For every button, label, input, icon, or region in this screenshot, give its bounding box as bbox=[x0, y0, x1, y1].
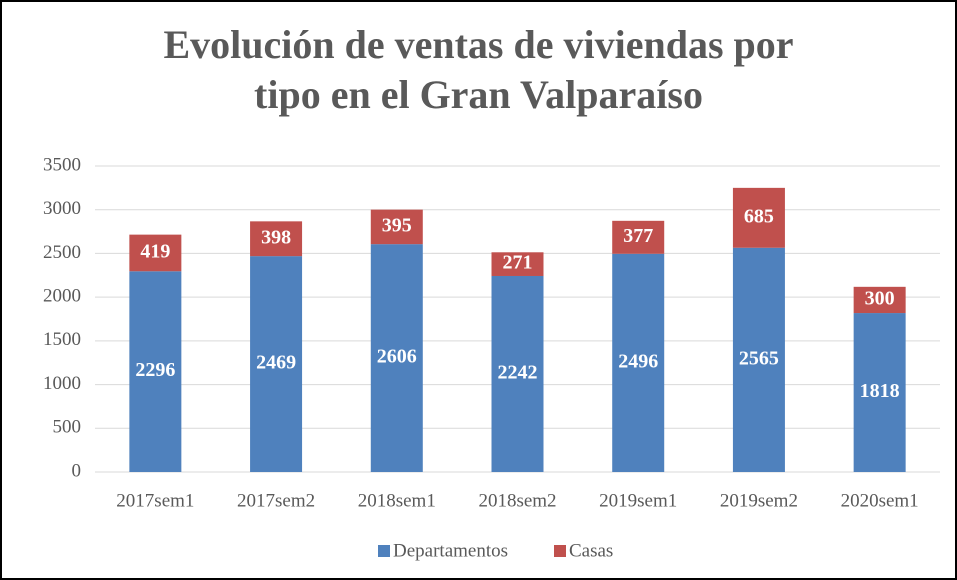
y-tick-label: 2000 bbox=[43, 286, 81, 307]
legend-label: Departamentos bbox=[393, 540, 508, 561]
x-tick-label: 2017sem2 bbox=[237, 490, 315, 511]
x-tick-label: 2018sem2 bbox=[478, 490, 556, 511]
bar-segment bbox=[370, 244, 423, 472]
bar-segment bbox=[612, 253, 665, 472]
data-label: 2496 bbox=[618, 350, 658, 372]
data-label: 300 bbox=[865, 288, 895, 310]
data-label: 685 bbox=[744, 205, 774, 227]
bar-segment bbox=[612, 220, 665, 254]
legend-swatch bbox=[554, 545, 566, 557]
x-tick-label: 2020sem1 bbox=[841, 490, 919, 511]
bar-segment bbox=[370, 209, 423, 245]
y-tick-label: 2500 bbox=[43, 242, 81, 263]
data-label: 395 bbox=[382, 214, 412, 236]
data-label: 419 bbox=[140, 241, 170, 263]
data-label: 271 bbox=[503, 252, 533, 274]
y-tick-label: 0 bbox=[72, 460, 82, 481]
bar-segment bbox=[250, 221, 303, 257]
data-label: 2242 bbox=[498, 362, 538, 384]
data-label: 2565 bbox=[739, 347, 779, 369]
y-tick-label: 1000 bbox=[43, 373, 81, 394]
bar-segment bbox=[853, 313, 906, 472]
data-label: 2296 bbox=[135, 359, 175, 381]
y-tick-label: 500 bbox=[53, 417, 82, 438]
bar-segment bbox=[129, 271, 182, 472]
y-tick-label: 1500 bbox=[43, 329, 81, 350]
y-tick-label: 3500 bbox=[43, 154, 81, 175]
bar-segment bbox=[491, 275, 544, 472]
bar-segment bbox=[250, 256, 303, 472]
y-tick-label: 3000 bbox=[43, 198, 81, 219]
bar-segment bbox=[732, 247, 785, 472]
bar-segment bbox=[853, 286, 906, 314]
x-tick-label: 2017sem1 bbox=[116, 490, 194, 511]
bar-segment bbox=[129, 234, 182, 272]
legend-swatch bbox=[378, 545, 390, 557]
data-label: 377 bbox=[623, 225, 653, 247]
bar-segment bbox=[491, 252, 544, 276]
data-label: 2606 bbox=[377, 346, 417, 368]
data-label: 1818 bbox=[860, 380, 900, 402]
bar-segment bbox=[732, 187, 785, 248]
x-tick-label: 2019sem1 bbox=[599, 490, 677, 511]
data-label: 398 bbox=[261, 226, 291, 248]
data-label: 2469 bbox=[256, 352, 296, 374]
x-tick-label: 2018sem1 bbox=[358, 490, 436, 511]
chart-title: Evolución de ventas de viviendas por tip… bbox=[163, 22, 794, 117]
legend-label: Casas bbox=[569, 540, 613, 561]
x-tick-label: 2019sem2 bbox=[720, 490, 798, 511]
